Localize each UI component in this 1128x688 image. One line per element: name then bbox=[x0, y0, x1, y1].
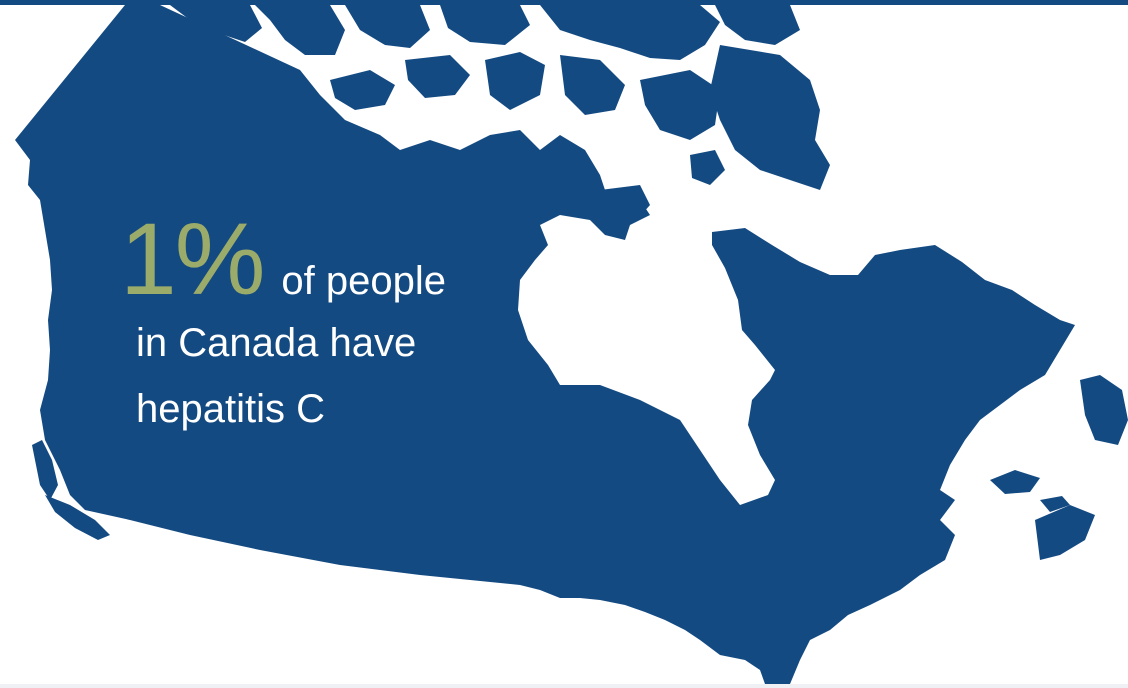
stat-suffix: of people bbox=[281, 259, 447, 303]
stat-percentage: 1% bbox=[120, 202, 265, 316]
newfoundland bbox=[1080, 375, 1128, 445]
arctic-island bbox=[715, 5, 800, 45]
bottom-divider bbox=[0, 684, 1128, 688]
haida-gwaii bbox=[32, 440, 58, 500]
arctic-island bbox=[640, 70, 720, 140]
arctic-island bbox=[560, 55, 625, 115]
arctic-island bbox=[330, 70, 395, 110]
stat-callout: 1% of people in Canada have hepatitis C bbox=[120, 208, 540, 442]
stat-line-3: hepatitis C bbox=[136, 387, 325, 431]
top-accent-bar bbox=[0, 0, 1128, 5]
arctic-island bbox=[170, 5, 262, 42]
anticosti-island bbox=[990, 470, 1040, 494]
arctic-island bbox=[600, 185, 650, 222]
arctic-island bbox=[485, 52, 545, 110]
pei bbox=[1040, 496, 1070, 512]
mainland-shape bbox=[15, 5, 1075, 684]
vancouver-island bbox=[45, 495, 110, 540]
arctic-island bbox=[690, 150, 725, 185]
arctic-island bbox=[255, 5, 345, 55]
arctic-island bbox=[405, 55, 470, 98]
arctic-island bbox=[440, 5, 530, 45]
stat-line-2: in Canada have bbox=[136, 321, 417, 365]
arctic-island bbox=[345, 5, 430, 48]
cape-breton bbox=[1035, 505, 1095, 560]
baffin-island bbox=[710, 45, 830, 190]
arctic-island bbox=[540, 5, 720, 60]
stat-line-1: 1% of people bbox=[120, 208, 540, 310]
